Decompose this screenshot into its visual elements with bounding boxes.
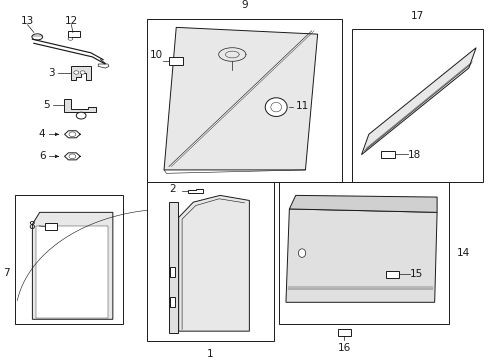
Polygon shape xyxy=(98,64,109,68)
Bar xyxy=(15,195,122,324)
Ellipse shape xyxy=(298,249,305,257)
Polygon shape xyxy=(285,209,436,302)
Text: 18: 18 xyxy=(407,150,420,159)
Polygon shape xyxy=(36,226,108,318)
Bar xyxy=(168,57,182,65)
Polygon shape xyxy=(32,212,113,319)
Circle shape xyxy=(69,132,76,137)
Bar xyxy=(68,31,80,37)
Bar xyxy=(351,29,483,182)
Polygon shape xyxy=(163,27,317,170)
Polygon shape xyxy=(64,99,96,112)
Text: 13: 13 xyxy=(21,15,34,26)
Polygon shape xyxy=(289,195,436,212)
Circle shape xyxy=(74,71,79,74)
Text: 10: 10 xyxy=(150,50,163,59)
Bar xyxy=(278,182,448,324)
Text: 2: 2 xyxy=(169,184,176,194)
Bar xyxy=(385,271,398,278)
Text: 12: 12 xyxy=(64,15,78,26)
Text: 1: 1 xyxy=(206,349,213,359)
Bar xyxy=(380,150,394,158)
Bar xyxy=(169,297,174,307)
Bar xyxy=(169,267,174,277)
Bar xyxy=(337,329,350,336)
Circle shape xyxy=(80,71,85,74)
Polygon shape xyxy=(178,195,249,331)
Text: 8: 8 xyxy=(28,221,35,231)
Ellipse shape xyxy=(32,34,42,40)
Circle shape xyxy=(69,154,76,159)
Text: 16: 16 xyxy=(337,343,350,353)
Text: 5: 5 xyxy=(43,100,49,110)
Text: 14: 14 xyxy=(456,248,469,258)
Circle shape xyxy=(76,112,86,119)
Polygon shape xyxy=(361,48,475,155)
Text: 15: 15 xyxy=(409,269,423,279)
Text: 11: 11 xyxy=(295,101,308,111)
Text: 17: 17 xyxy=(410,10,424,21)
Text: 6: 6 xyxy=(39,151,45,161)
Ellipse shape xyxy=(68,37,73,40)
Polygon shape xyxy=(168,202,177,333)
Ellipse shape xyxy=(264,98,286,116)
Text: 7: 7 xyxy=(3,268,9,278)
Bar xyxy=(147,182,273,341)
Text: 3: 3 xyxy=(48,68,54,78)
Ellipse shape xyxy=(270,102,281,112)
Text: 4: 4 xyxy=(39,129,45,139)
Text: 9: 9 xyxy=(241,0,247,10)
Polygon shape xyxy=(188,189,203,193)
Bar xyxy=(147,19,341,182)
Polygon shape xyxy=(71,66,91,80)
Bar xyxy=(44,223,57,230)
